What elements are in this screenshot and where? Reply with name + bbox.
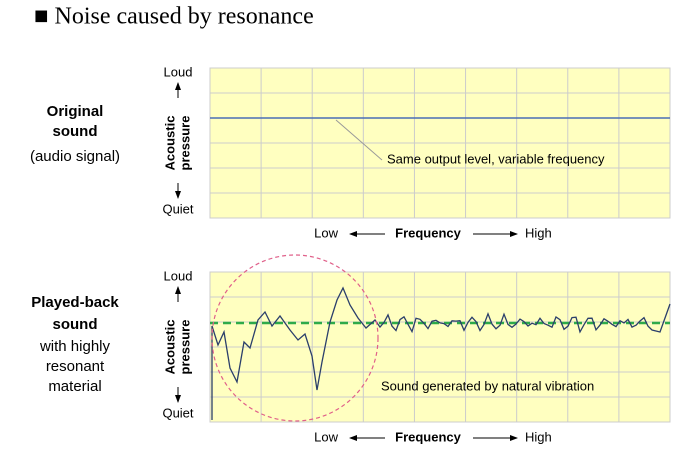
row-label: resonant (46, 358, 105, 375)
row-label: material (48, 378, 101, 395)
x-low: Low (314, 429, 338, 444)
loud-label: Loud (164, 64, 193, 79)
y-axis-label: pressure (177, 320, 192, 375)
annotation: Sound generated by natural vibration (381, 378, 594, 393)
row-label: Original (47, 103, 104, 120)
row-label: Played-back (31, 294, 119, 311)
row-label: with highly (39, 338, 111, 355)
y-axis-label: Acoustic (162, 320, 177, 375)
annotation-leader (335, 119, 383, 161)
resonance-circle (211, 254, 379, 422)
row-label: sound (53, 123, 98, 140)
x-high: High (525, 225, 552, 240)
x-low: Low (314, 225, 338, 240)
x-high: High (525, 429, 552, 444)
page-title: ■ Noise caused by resonance (34, 4, 314, 30)
x-axis-label: Frequency (395, 225, 462, 240)
y-axis-label: pressure (177, 116, 192, 171)
y-axis-label: Acoustic (162, 116, 177, 171)
quiet-label: Quiet (162, 405, 193, 420)
annotation: Same output level, variable frequency (387, 151, 605, 166)
loud-label: Loud (164, 268, 193, 283)
row-label: sound (53, 316, 98, 333)
waveform (211, 286, 671, 420)
x-axis-label: Frequency (395, 429, 462, 444)
quiet-label: Quiet (162, 201, 193, 216)
row-label: (audio signal) (30, 148, 120, 165)
